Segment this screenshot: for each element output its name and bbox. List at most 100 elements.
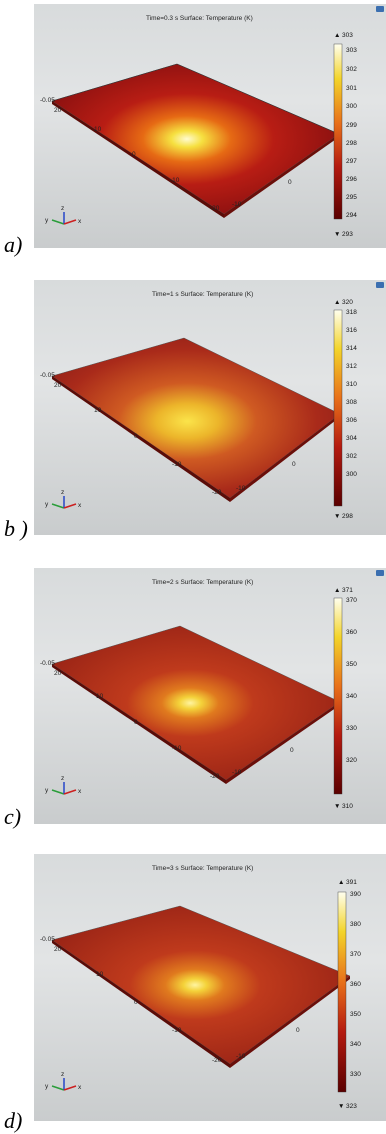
svg-text:370: 370 xyxy=(350,951,361,958)
svg-text:0: 0 xyxy=(134,433,138,440)
y-tick: -20 xyxy=(210,205,220,212)
svg-text:10: 10 xyxy=(96,693,104,700)
svg-text:▲: ▲ xyxy=(334,32,340,39)
svg-text:x: x xyxy=(78,218,82,225)
svg-text:314: 314 xyxy=(346,345,357,352)
colorbar-min: 293 xyxy=(342,231,353,238)
colorbar-min: 310 xyxy=(342,803,353,810)
svg-text:-10: -10 xyxy=(172,745,182,752)
svg-text:0: 0 xyxy=(134,719,138,726)
svg-text:370: 370 xyxy=(346,597,357,604)
svg-text:-20: -20 xyxy=(212,1057,222,1064)
svg-text:300: 300 xyxy=(346,103,357,110)
svg-text:20: 20 xyxy=(54,382,62,389)
svg-text:y: y xyxy=(45,787,49,794)
svg-text:-10: -10 xyxy=(172,1027,182,1034)
svg-text:-0.05: -0.05 xyxy=(40,660,55,667)
colorbar-min: 323 xyxy=(346,1103,357,1110)
svg-text:20: 20 xyxy=(54,670,62,677)
panel-label-d: d) xyxy=(4,1108,23,1133)
svg-text:304: 304 xyxy=(346,435,357,442)
svg-text:0: 0 xyxy=(292,461,296,468)
svg-text:-10: -10 xyxy=(232,769,242,776)
svg-text:-0.05: -0.05 xyxy=(40,936,55,943)
svg-text:0: 0 xyxy=(296,1027,300,1034)
y-tick: -10 xyxy=(170,177,180,184)
x-tick: -10 xyxy=(232,201,242,208)
svg-text:-10: -10 xyxy=(236,485,246,492)
window-icon[interactable] xyxy=(376,570,384,576)
plot-title: Time=2 s Surface: Temperature (K) xyxy=(152,579,253,586)
svg-text:294: 294 xyxy=(346,212,357,219)
svg-text:▲: ▲ xyxy=(338,879,344,886)
svg-text:303: 303 xyxy=(346,47,357,54)
svg-text:350: 350 xyxy=(346,661,357,668)
svg-text:y: y xyxy=(45,1083,49,1090)
svg-text:z: z xyxy=(61,489,64,496)
plot-title: Time=0.3 s Surface: Temperature (K) xyxy=(146,15,253,22)
svg-text:295: 295 xyxy=(346,194,357,201)
svg-text:298: 298 xyxy=(346,140,357,147)
svg-text:308: 308 xyxy=(346,399,357,406)
axis-triad: y z x xyxy=(45,775,82,795)
y-tick: 10 xyxy=(94,126,102,133)
svg-text:10: 10 xyxy=(96,971,104,978)
svg-text:302: 302 xyxy=(346,66,357,73)
axis-triad: y z x xyxy=(45,1071,82,1091)
svg-text:y: y xyxy=(45,217,49,224)
svg-text:▼: ▼ xyxy=(334,513,340,520)
svg-text:340: 340 xyxy=(346,693,357,700)
plot-title: Time=1 s Surface: Temperature (K) xyxy=(152,291,253,298)
window-icon[interactable] xyxy=(376,6,384,12)
svg-text:▼: ▼ xyxy=(338,1103,344,1110)
axis-triad: y z x xyxy=(45,205,82,225)
x-tick: 0 xyxy=(288,179,292,186)
y-tick: 0 xyxy=(132,151,136,158)
svg-text:▲: ▲ xyxy=(334,299,340,306)
panel-label-c: c) xyxy=(4,804,22,829)
plot-panel-a: Time=0.3 s Surface: Temperature (K) -0.0… xyxy=(34,4,386,248)
window-icon[interactable] xyxy=(376,282,384,288)
svg-text:-0.05: -0.05 xyxy=(40,372,55,379)
panel-label-a: a) xyxy=(4,232,23,257)
svg-text:0: 0 xyxy=(134,999,138,1006)
colorbar-min: 298 xyxy=(342,513,353,520)
z-tick: -0.05 xyxy=(40,97,55,104)
svg-text:297: 297 xyxy=(346,158,357,165)
plot-panel-c: Time=2 s Surface: Temperature (K) -0.05 … xyxy=(34,568,386,824)
plot-svg-a: Time=0.3 s Surface: Temperature (K) -0.0… xyxy=(40,15,357,238)
svg-text:0: 0 xyxy=(290,747,294,754)
axis-triad: y z x xyxy=(45,489,82,509)
y-tick: 20 xyxy=(54,107,62,114)
svg-text:▼: ▼ xyxy=(334,231,340,238)
svg-text:y: y xyxy=(45,501,49,508)
svg-text:▲: ▲ xyxy=(334,587,340,594)
plot-panel-b: Time=1 s Surface: Temperature (K) -0.05 … xyxy=(34,280,386,535)
svg-text:x: x xyxy=(78,788,82,795)
svg-text:306: 306 xyxy=(346,417,357,424)
svg-text:310: 310 xyxy=(346,381,357,388)
svg-text:330: 330 xyxy=(350,1071,361,1078)
svg-text:10: 10 xyxy=(94,407,102,414)
svg-text:300: 300 xyxy=(346,471,357,478)
plot-title: Time=3 s Surface: Temperature (K) xyxy=(152,865,253,872)
svg-text:312: 312 xyxy=(346,363,357,370)
svg-text:330: 330 xyxy=(346,725,357,732)
plot-svg-c: Time=2 s Surface: Temperature (K) -0.05 … xyxy=(40,579,357,810)
plot-panel-d: Time=3 s Surface: Temperature (K) -0.05 … xyxy=(34,854,386,1121)
plot-svg-b: Time=1 s Surface: Temperature (K) -0.05 … xyxy=(40,291,357,520)
svg-text:▼: ▼ xyxy=(334,803,340,810)
svg-text:x: x xyxy=(78,502,82,509)
svg-text:302: 302 xyxy=(346,453,357,460)
colorbar xyxy=(333,43,343,220)
svg-text:z: z xyxy=(61,205,64,212)
svg-text:350: 350 xyxy=(350,1011,361,1018)
svg-text:-10: -10 xyxy=(172,461,182,468)
colorbar-max: 303 xyxy=(342,32,353,39)
svg-text:-20: -20 xyxy=(212,489,222,496)
colorbar xyxy=(337,891,347,1093)
colorbar-max: 320 xyxy=(342,299,353,306)
svg-text:z: z xyxy=(61,1071,64,1078)
colorbar xyxy=(333,597,343,795)
colorbar-max: 371 xyxy=(342,587,353,594)
